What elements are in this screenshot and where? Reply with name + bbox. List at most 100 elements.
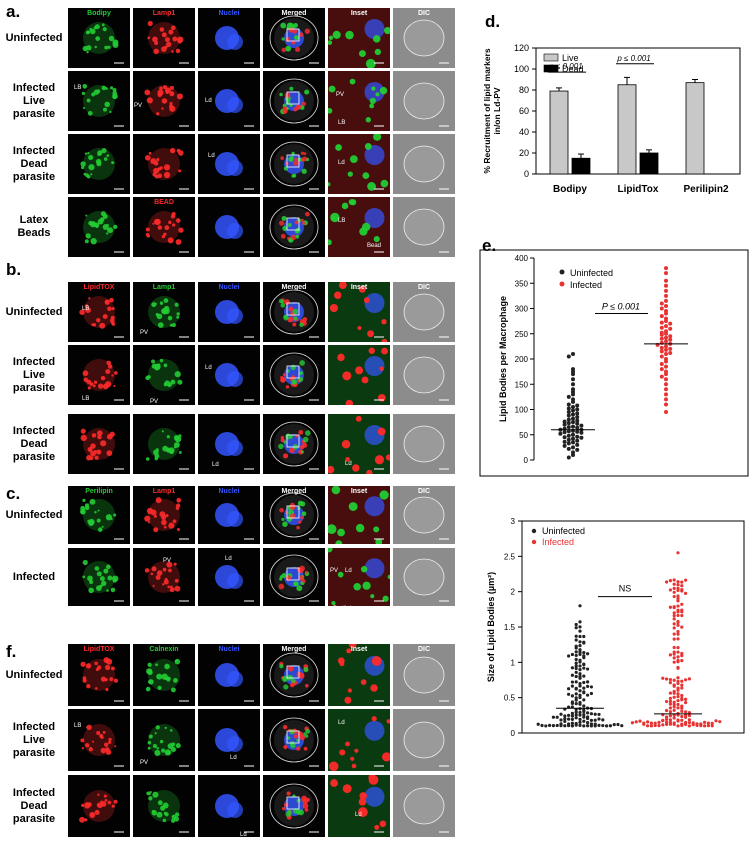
signal-spot	[378, 393, 386, 402]
signal-spot	[282, 109, 287, 114]
data-point	[664, 377, 668, 382]
annotation-lb: LB	[74, 723, 82, 729]
signal-spot	[101, 580, 107, 587]
cell-outline	[269, 78, 319, 124]
data-point	[680, 651, 684, 656]
data-point	[710, 721, 714, 725]
micrograph-image	[328, 709, 390, 771]
annotation-ld: Ld	[225, 556, 232, 562]
signal-spot	[103, 157, 108, 161]
signal-spot	[107, 227, 114, 234]
annotation-lb: LB	[82, 396, 90, 402]
data-point	[672, 689, 676, 694]
signal-spot	[106, 564, 111, 570]
signal-spot	[156, 570, 163, 576]
signal-spot	[281, 215, 287, 221]
data-point	[578, 723, 582, 727]
legend-label: Infected	[570, 280, 602, 290]
y-tick-label: 100	[515, 406, 529, 415]
micrograph-image	[393, 8, 455, 68]
signal-spot	[111, 666, 115, 671]
signal-spot	[92, 384, 96, 388]
signal-spot	[174, 371, 181, 378]
cell-outline	[269, 717, 319, 763]
data-point	[578, 640, 582, 644]
data-point	[680, 659, 684, 663]
signal-spot	[305, 797, 310, 802]
micrograph-a-2-2	[198, 134, 260, 194]
signal-spot	[95, 224, 99, 229]
signal-spot	[341, 440, 351, 449]
micrograph-b-1-2	[198, 345, 260, 405]
signal-spot	[164, 37, 170, 43]
micrograph-f-1-2	[198, 709, 260, 771]
signal-spot	[105, 369, 111, 375]
micrograph-image	[328, 644, 390, 706]
signal-spot	[362, 222, 371, 232]
signal-spot	[339, 749, 346, 756]
signal-spot	[373, 526, 380, 533]
signal-spot	[291, 375, 296, 380]
signal-spot	[300, 218, 304, 223]
micrograph-image	[81, 83, 124, 127]
data-point	[575, 442, 580, 447]
signal-spot	[178, 227, 184, 233]
signal-spot	[86, 684, 91, 689]
data-point	[684, 715, 688, 719]
y-tick-label: 0	[524, 169, 529, 179]
signal-spot	[282, 521, 288, 527]
signal-spot	[302, 221, 306, 225]
data-point	[570, 717, 574, 721]
data-point	[589, 718, 593, 722]
signal-spot	[281, 573, 287, 579]
signal-spot	[164, 45, 168, 49]
signal-spot	[102, 27, 107, 32]
micrograph-c-1-0	[68, 548, 130, 606]
data-point	[676, 655, 680, 659]
inset-background	[328, 414, 390, 474]
signal-spot	[164, 663, 170, 670]
signal-spot	[169, 587, 175, 593]
signal-spot	[163, 171, 171, 179]
data-point	[597, 717, 601, 721]
data-point	[676, 724, 680, 728]
signal-spot	[297, 157, 302, 162]
data-point	[574, 698, 578, 702]
signal-spot	[86, 50, 89, 54]
data-point	[659, 332, 664, 337]
data-point	[664, 266, 668, 271]
signal-spot	[147, 662, 152, 668]
data-point	[659, 325, 664, 330]
signal-spot	[83, 85, 115, 117]
micrograph-image	[215, 215, 254, 253]
signal-spot	[171, 818, 176, 823]
signal-spot	[346, 648, 352, 654]
signal-spot	[283, 744, 288, 750]
micrograph-image	[328, 414, 390, 474]
signal-spot	[328, 548, 333, 553]
signal-spot	[163, 363, 168, 368]
signal-spot	[374, 824, 380, 830]
signal-spot	[166, 677, 171, 682]
signal-spot	[298, 520, 302, 524]
signal-spot	[155, 497, 162, 504]
signal-spot	[296, 585, 303, 592]
signal-spot	[162, 309, 168, 315]
micrograph-image	[145, 428, 189, 470]
micrograph-f-2-0	[68, 775, 130, 837]
data-point	[684, 591, 688, 596]
micrograph-image	[328, 775, 390, 837]
signal-spot	[293, 107, 298, 112]
micrograph-image	[146, 790, 189, 833]
channel-label-f-0: LipidTOX	[83, 646, 115, 653]
data-point	[680, 588, 684, 592]
signal-spot	[299, 371, 304, 375]
signal-spot	[82, 370, 89, 377]
data-point	[659, 345, 664, 350]
signal-spot	[282, 807, 286, 811]
chart-lipid-body-size: 0 0.5 1 1.5 2 2.5 3 Size of Lipid Bodies (µm²) U…	[486, 517, 745, 738]
data-point	[665, 699, 669, 704]
data-point	[676, 594, 680, 598]
signal-spot	[283, 684, 289, 690]
data-point	[710, 724, 714, 728]
